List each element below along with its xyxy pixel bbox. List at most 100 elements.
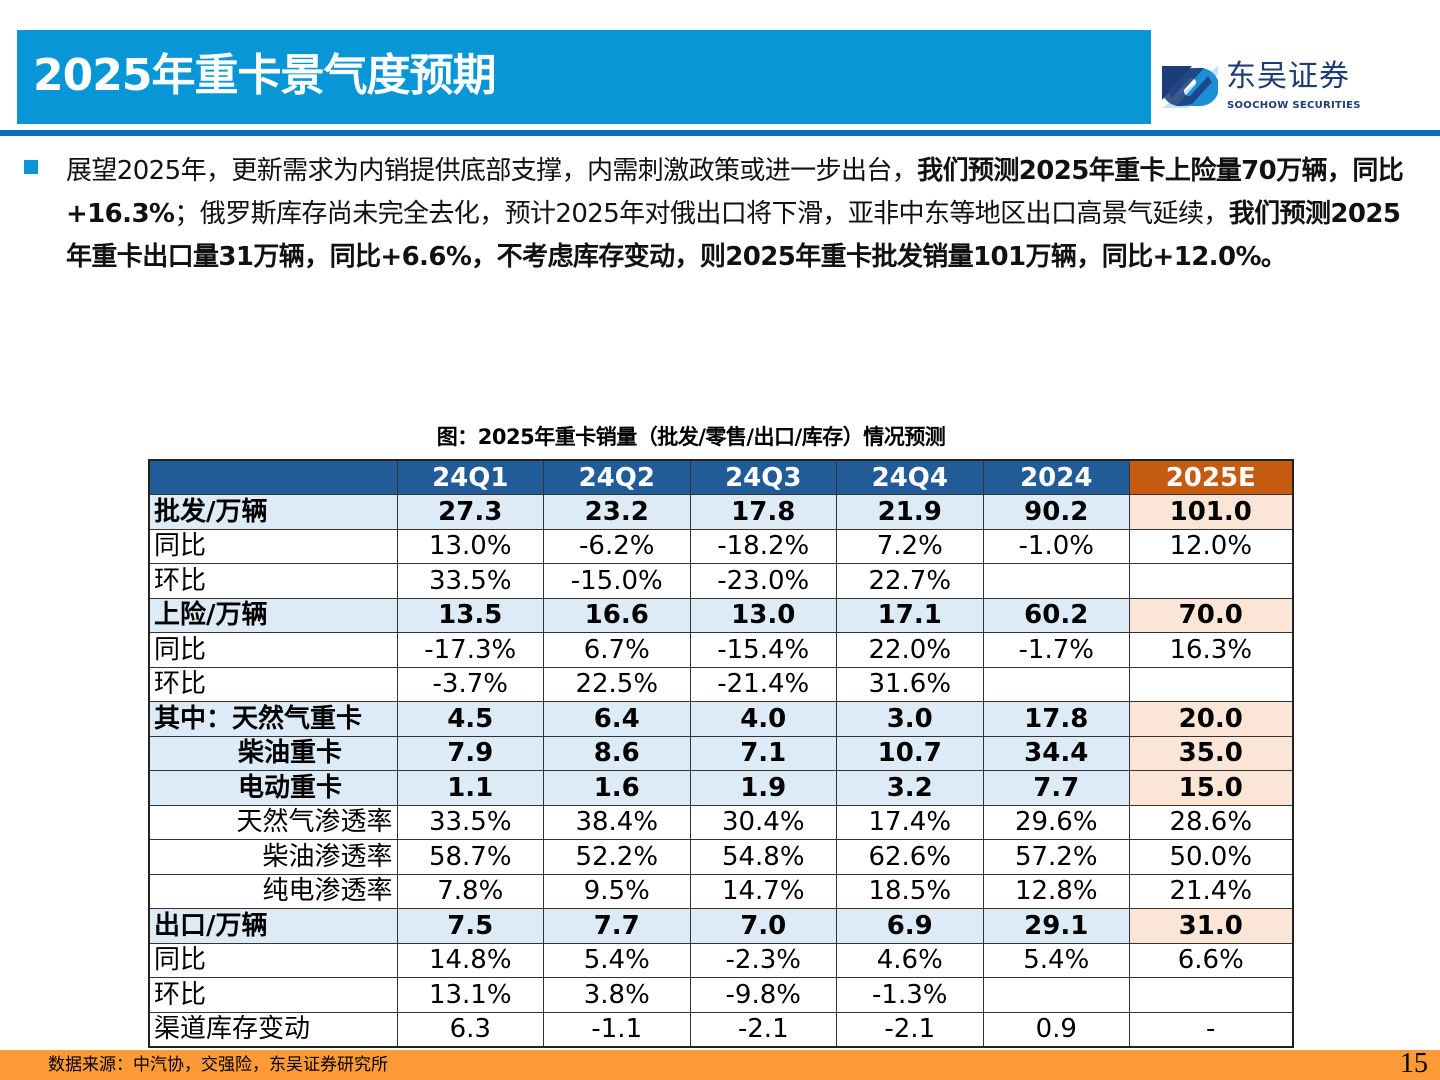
table-cell: 7.7 (543, 908, 691, 944)
table-cell: 33.5% (396, 804, 544, 840)
table-cell: 6.9 (836, 908, 984, 944)
table-cell: 7.1 (689, 735, 837, 771)
table-row: 其中：天然气重卡 4.5 6.4 4.0 3.0 17.8 20.0 (148, 701, 1293, 737)
table-cell: -2.3% (689, 942, 837, 978)
row-label: 电动重卡 (148, 770, 398, 806)
table-cell (1129, 666, 1293, 702)
table-cell: -3.7% (396, 666, 544, 702)
table-cell: 29.1 (982, 908, 1130, 944)
table-row: 天然气渗透率 33.5% 38.4% 30.4% 17.4% 29.6% 28.6% (148, 804, 1293, 840)
row-label: 环比 (148, 977, 398, 1013)
table-cell: -17.3% (396, 632, 544, 668)
table-cell: 7.7 (982, 770, 1130, 806)
table-cell: -2.1 (689, 1011, 837, 1047)
table-cell: 31.6% (836, 666, 984, 702)
footer-bar: 数据来源：中汽协，交强险，东吴证券研究所 15 (0, 1048, 1440, 1080)
title-bar: 2025年重卡景气度预期 (17, 30, 1151, 124)
table-row: 环比 -3.7% 22.5% -21.4% 31.6% (148, 666, 1293, 702)
table-cell: 13.0 (689, 597, 837, 633)
row-label: 同比 (148, 528, 398, 564)
row-label: 柴油渗透率 (148, 839, 398, 875)
table-cell: 16.6 (543, 597, 691, 633)
table-cell: 21.4% (1129, 873, 1293, 909)
table-row: 上险/万辆 13.5 16.6 13.0 17.1 60.2 70.0 (148, 597, 1293, 633)
row-label: 批发/万辆 (148, 494, 398, 530)
intro-emphasis: 我们预测2025年重卡上险量70万辆，同比+16.3% (66, 156, 1404, 229)
intro-paragraph: 展望2025年，更新需求为内销提供底部支撑，内需刺激政策或进一步出台，我们预测2… (66, 150, 1416, 279)
table-cell: 8.6 (543, 735, 691, 771)
table-cell: -23.0% (689, 563, 837, 599)
row-label: 同比 (148, 632, 398, 668)
column-header: 24Q1 (396, 459, 544, 495)
logo-text-cn: 东吴证券 (1226, 59, 1350, 94)
table-row: 柴油重卡 7.9 8.6 7.1 10.7 34.4 35.0 (148, 735, 1293, 771)
table-header-row: 24Q1 24Q2 24Q3 24Q4 2024 2025E (148, 459, 1293, 495)
table-cell: 14.7% (689, 873, 837, 909)
table-row: 柴油渗透率 58.7% 52.2% 54.8% 62.6% 57.2% 50.0% (148, 839, 1293, 875)
table-cell: 31.0 (1129, 908, 1293, 944)
logo-text-en: SOOCHOW SECURITIES (1227, 100, 1361, 111)
table-cell: -21.4% (689, 666, 837, 702)
table-cell: -1.3% (836, 977, 984, 1013)
table-cell: 33.5% (396, 563, 544, 599)
table-cell: 7.8% (396, 873, 544, 909)
row-label: 天然气渗透率 (148, 804, 398, 840)
table-row: 批发/万辆 27.3 23.2 17.8 21.9 90.2 101.0 (148, 494, 1293, 530)
column-header (148, 459, 398, 495)
table-row: 同比 14.8% 5.4% -2.3% 4.6% 5.4% 6.6% (148, 942, 1293, 978)
table-cell: 50.0% (1129, 839, 1293, 875)
table-cell: -2.1 (836, 1011, 984, 1047)
table-cell: 7.2% (836, 528, 984, 564)
table-cell: -15.4% (689, 632, 837, 668)
table-cell: -1.7% (982, 632, 1130, 668)
table-cell: 4.5 (396, 701, 544, 737)
column-header: 24Q4 (836, 459, 984, 495)
table-cell: 22.7% (836, 563, 984, 599)
table-cell: 1.6 (543, 770, 691, 806)
table-cell: 3.2 (836, 770, 984, 806)
table-cell (1129, 563, 1293, 599)
table-cell: 5.4% (982, 942, 1130, 978)
column-header: 2024 (982, 459, 1130, 495)
row-label: 其中：天然气重卡 (148, 701, 398, 737)
table-row: 电动重卡 1.1 1.6 1.9 3.2 7.7 15.0 (148, 770, 1293, 806)
bullet-square-icon (24, 160, 38, 174)
table-cell: 1.9 (689, 770, 837, 806)
table-cell: 101.0 (1129, 494, 1293, 530)
table-cell (982, 977, 1130, 1013)
table-cell: 22.0% (836, 632, 984, 668)
column-header: 24Q3 (689, 459, 837, 495)
table-caption: 图：2025年重卡销量（批发/零售/出口/库存）情况预测 (436, 425, 946, 449)
data-source: 数据来源：中汽协，交强险，东吴证券研究所 (48, 1055, 388, 1075)
table-cell: 0.9 (982, 1011, 1130, 1047)
table-cell: 18.5% (836, 873, 984, 909)
table-cell: 9.5% (543, 873, 691, 909)
table-cell: 13.1% (396, 977, 544, 1013)
table-cell: 34.4 (982, 735, 1130, 771)
table-cell: 13.5 (396, 597, 544, 633)
table-cell: 7.5 (396, 908, 544, 944)
row-label: 上险/万辆 (148, 597, 398, 633)
table-cell (982, 563, 1130, 599)
table-cell: 5.4% (543, 942, 691, 978)
table-cell: 3.0 (836, 701, 984, 737)
intro-emphasis: 我们预测2025年重卡出口量31万辆，同比+6.6%，不考虑库存变动，则2025… (66, 199, 1401, 272)
intro-text: 展望2025年，更新需求为内销提供底部支撑，内需刺激政策或进一步出台， (66, 156, 918, 186)
table-cell: 17.8 (689, 494, 837, 530)
table-row: 同比 -17.3% 6.7% -15.4% 22.0% -1.7% 16.3% (148, 632, 1293, 668)
table-cell: 10.7 (836, 735, 984, 771)
table-row: 环比 13.1% 3.8% -9.8% -1.3% (148, 977, 1293, 1013)
column-header: 24Q2 (543, 459, 691, 495)
table-cell: 6.4 (543, 701, 691, 737)
logo-mark-icon (1162, 66, 1218, 108)
table-cell: 12.0% (1129, 528, 1293, 564)
table-cell: 52.2% (543, 839, 691, 875)
table-cell: 28.6% (1129, 804, 1293, 840)
table-cell: 30.4% (689, 804, 837, 840)
row-label: 渠道库存变动 (148, 1011, 398, 1047)
table-cell: -9.8% (689, 977, 837, 1013)
row-label: 纯电渗透率 (148, 873, 398, 909)
table-cell: 4.6% (836, 942, 984, 978)
table-cell: 90.2 (982, 494, 1130, 530)
table-cell: 27.3 (396, 494, 544, 530)
